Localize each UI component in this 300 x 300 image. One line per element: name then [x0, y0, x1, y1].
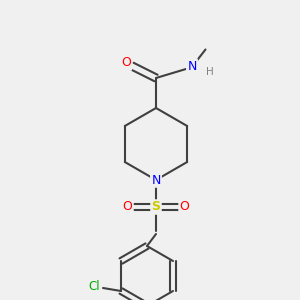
Text: N: N — [187, 59, 197, 73]
Text: Cl: Cl — [88, 280, 100, 293]
Text: O: O — [180, 200, 189, 214]
Text: H: H — [206, 67, 214, 77]
Text: N: N — [151, 173, 161, 187]
Text: O: O — [123, 200, 132, 214]
Text: O: O — [121, 56, 131, 70]
Text: S: S — [152, 200, 160, 214]
Bar — [151, 202, 161, 212]
